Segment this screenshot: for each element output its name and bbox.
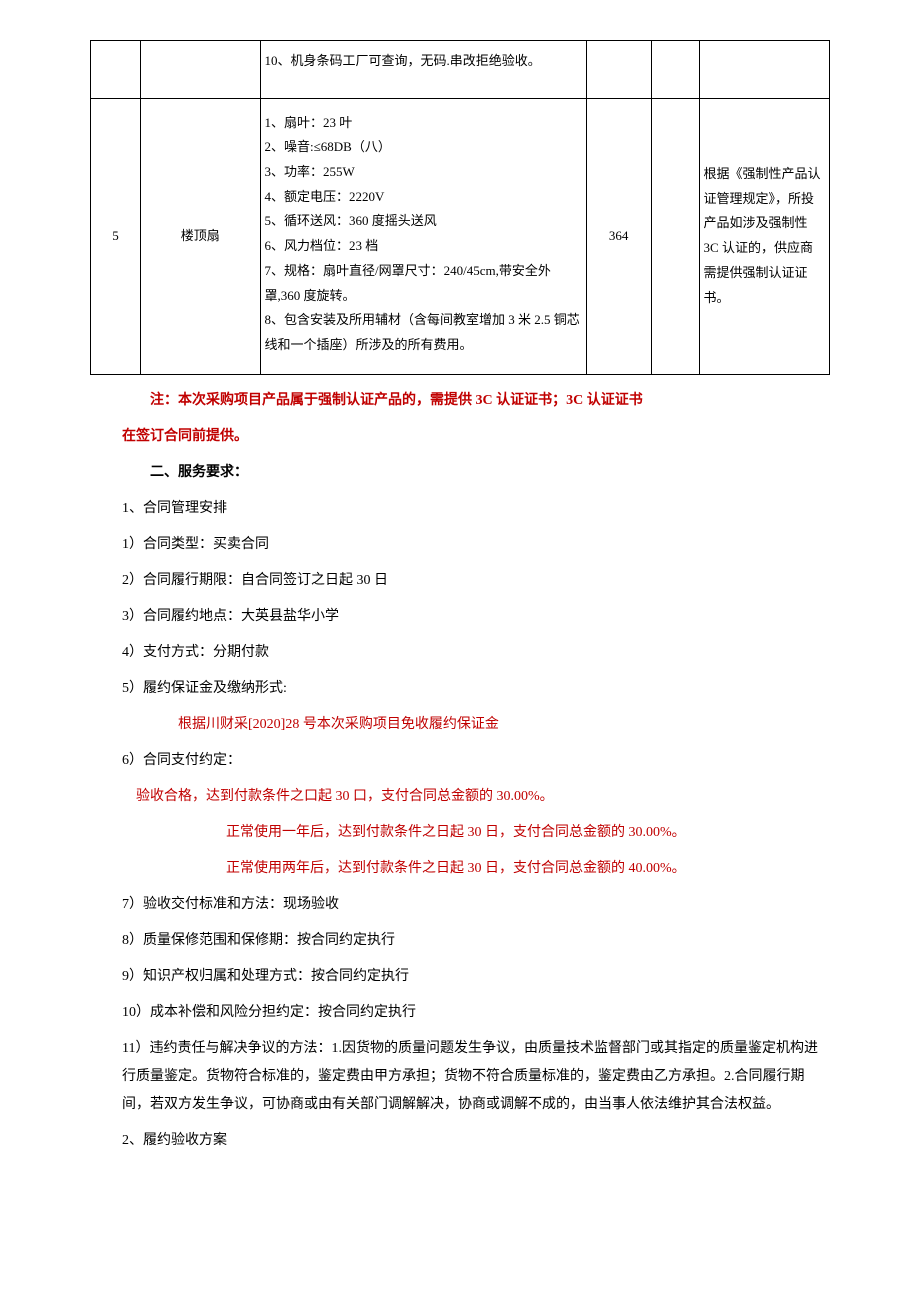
cell-idx: 5 (91, 98, 141, 374)
item-1-4: 4）支付方式：分期付款 (122, 639, 830, 667)
item-1-6-line3: 正常使用两年后，达到付款条件之日起 30 日，支付合同总金额的 40.00%。 (160, 855, 830, 883)
item-1-11: 11）违约责任与解决争议的方法：1.因货物的质量问题发生争议，由质量技术监督部门… (122, 1035, 830, 1119)
item-1-5: 5）履约保证金及缴纳形式: (122, 675, 830, 703)
item-1-6-line2: 正常使用一年后，达到付款条件之日起 30 日，支付合同总金额的 30.00%。 (160, 819, 830, 847)
item-1-6: 6）合同支付约定： (122, 747, 830, 775)
cell-note: 根据《强制性产品认证管理规定》，所投产品如涉及强制性 3C 认证的，供应商需提供… (699, 98, 829, 374)
item-1-6-line1: 验收合格，达到付款条件之口起 30 口，支付合同总金额的 30.00%。 (122, 783, 830, 811)
note-line-1: 注：本次采购项目产品属于强制认证产品的，需提供 3C 认证证书；3C 认证证书 (150, 387, 830, 415)
cell-spec: 10、机身条码工厂可查询，无码.串改拒绝验收。 (260, 41, 586, 99)
item-1: 1、合同管理安排 (122, 495, 830, 523)
item-1-3: 3）合同履约地点：大英县盐华小学 (122, 603, 830, 631)
item-1-7: 7）验收交付标准和方法：现场验收 (122, 891, 830, 919)
item-1-2: 2）合同履行期限：自合同签订之日起 30 日 (122, 567, 830, 595)
table-row: 5 楼顶扇 1、扇叶：23 叶 2、噪音:≤68DB（八） 3、功率：255W … (91, 98, 830, 374)
table-row: 10、机身条码工厂可查询，无码.串改拒绝验收。 (91, 41, 830, 99)
cell-name: 楼顶扇 (140, 98, 260, 374)
cell-qty (586, 41, 651, 99)
cell-spec: 1、扇叶：23 叶 2、噪音:≤68DB（八） 3、功率：255W 4、额定电压… (260, 98, 586, 374)
cell-name (140, 41, 260, 99)
cell-idx (91, 41, 141, 99)
document-content: 注：本次采购项目产品属于强制认证产品的，需提供 3C 认证证书；3C 认证证书 … (90, 387, 830, 1155)
item-1-10: 10）成本补偿和风险分担约定：按合同约定执行 (122, 999, 830, 1027)
cell-note (699, 41, 829, 99)
note-line-2: 在签订合同前提供。 (122, 423, 830, 451)
spec-table: 10、机身条码工厂可查询，无码.串改拒绝验收。 5 楼顶扇 1、扇叶：23 叶 … (90, 40, 830, 375)
cell-empty (651, 41, 699, 99)
cell-qty: 364 (586, 98, 651, 374)
item-1-8: 8）质量保修范围和保修期：按合同约定执行 (122, 927, 830, 955)
section2-title: 二、服务要求： (150, 459, 830, 487)
item-1-5-detail: 根据川财采[2020]28 号本次采购项目免收履约保证金 (150, 711, 830, 739)
item-2: 2、履约验收方案 (122, 1127, 830, 1155)
item-1-9: 9）知识产权归属和处理方式：按合同约定执行 (122, 963, 830, 991)
item-1-1: 1）合同类型：买卖合同 (122, 531, 830, 559)
cell-empty (651, 98, 699, 374)
